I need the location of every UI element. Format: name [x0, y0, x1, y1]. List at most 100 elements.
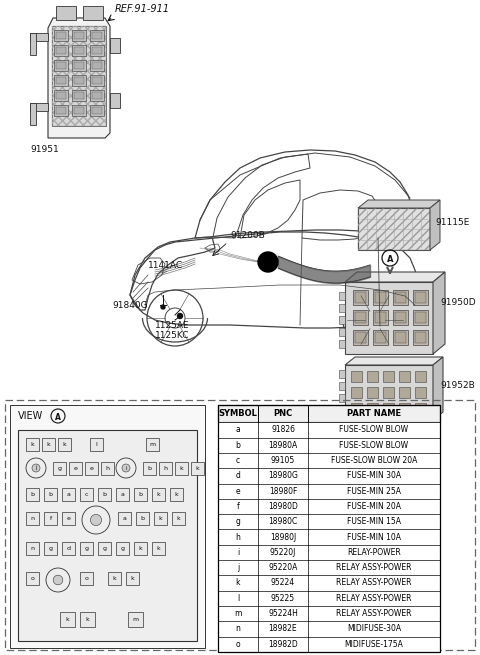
Bar [110, 93, 120, 108]
Polygon shape [430, 200, 440, 250]
Text: k: k [175, 492, 179, 497]
Text: h: h [236, 533, 240, 542]
Bar [353, 330, 368, 345]
Bar [218, 591, 440, 606]
Bar [413, 290, 428, 305]
Bar [218, 621, 440, 637]
Bar [218, 438, 440, 453]
Polygon shape [345, 357, 443, 365]
Text: m: m [234, 609, 242, 618]
Text: n: n [31, 546, 35, 551]
Bar [395, 332, 406, 343]
Bar [56, 6, 76, 20]
Text: o: o [84, 576, 88, 581]
Bar [170, 488, 183, 501]
Bar [413, 310, 428, 325]
Text: g: g [120, 546, 124, 551]
Bar [80, 612, 95, 627]
Text: 91952B: 91952B [440, 381, 475, 390]
Text: FUSE-SLOW BLOW 20A: FUSE-SLOW BLOW 20A [331, 456, 417, 465]
Text: 91826: 91826 [271, 426, 295, 434]
Bar [358, 208, 430, 250]
Bar [393, 310, 408, 325]
Bar [383, 387, 394, 398]
Bar [116, 488, 129, 501]
Bar [69, 462, 82, 475]
Bar [339, 370, 345, 378]
Bar [56, 92, 66, 99]
Text: b: b [103, 492, 107, 497]
Text: a: a [120, 492, 124, 497]
Text: i: i [237, 548, 239, 557]
Text: b: b [139, 492, 143, 497]
Bar [30, 33, 48, 41]
Bar [98, 542, 111, 555]
Bar [355, 312, 366, 323]
Bar [92, 32, 102, 39]
Text: FUSE-SLOW BLOW: FUSE-SLOW BLOW [339, 426, 408, 434]
Bar [54, 90, 68, 101]
Text: k: k [66, 617, 70, 622]
Text: h: h [164, 466, 168, 471]
Bar [30, 103, 36, 125]
Circle shape [258, 252, 278, 272]
Bar [92, 107, 102, 114]
Text: 91951: 91951 [30, 145, 59, 154]
Bar [56, 77, 66, 84]
Bar [191, 462, 204, 475]
Text: k: k [196, 466, 199, 471]
Bar [54, 105, 68, 116]
Text: k: k [180, 466, 183, 471]
Text: RELAY ASSY-POWER: RELAY ASSY-POWER [336, 593, 412, 603]
Bar [218, 637, 440, 652]
Bar [56, 107, 66, 114]
Circle shape [122, 464, 130, 472]
Bar [56, 47, 66, 54]
Text: n: n [236, 624, 240, 633]
Bar [395, 292, 406, 303]
Bar [60, 612, 75, 627]
Bar [415, 312, 426, 323]
Bar [54, 45, 68, 56]
Bar [413, 330, 428, 345]
Bar [339, 328, 345, 336]
Bar [367, 387, 378, 398]
Bar [172, 512, 185, 525]
Bar [367, 371, 378, 382]
Text: f: f [237, 502, 240, 511]
Text: 91200B: 91200B [230, 231, 265, 240]
Polygon shape [358, 200, 440, 208]
Text: MIDIFUSE-30A: MIDIFUSE-30A [347, 624, 401, 633]
Bar [373, 330, 388, 345]
Text: FUSE-MIN 15A: FUSE-MIN 15A [347, 517, 401, 526]
Text: o: o [236, 640, 240, 648]
Text: 18982E: 18982E [269, 624, 297, 633]
Text: 99105: 99105 [271, 456, 295, 465]
Text: 18980J: 18980J [270, 533, 296, 542]
Bar [54, 75, 68, 86]
Text: k: k [177, 516, 180, 521]
Bar [83, 6, 103, 20]
Text: m: m [149, 442, 156, 447]
Text: a: a [67, 492, 71, 497]
Bar [218, 405, 440, 652]
Bar [351, 387, 362, 398]
Bar [339, 382, 345, 390]
Bar [90, 90, 104, 101]
Bar [72, 60, 86, 71]
Bar [62, 488, 75, 501]
Bar [375, 312, 386, 323]
Bar [218, 422, 440, 438]
Polygon shape [345, 282, 433, 354]
Text: k: k [139, 546, 143, 551]
Text: o: o [31, 576, 35, 581]
Text: 95224H: 95224H [268, 609, 298, 618]
Text: j: j [237, 563, 239, 572]
Bar [134, 488, 147, 501]
Text: b: b [141, 516, 144, 521]
Text: k: k [47, 442, 50, 447]
Bar [116, 542, 129, 555]
Bar [152, 488, 165, 501]
Text: A: A [387, 255, 393, 263]
Bar [393, 330, 408, 345]
